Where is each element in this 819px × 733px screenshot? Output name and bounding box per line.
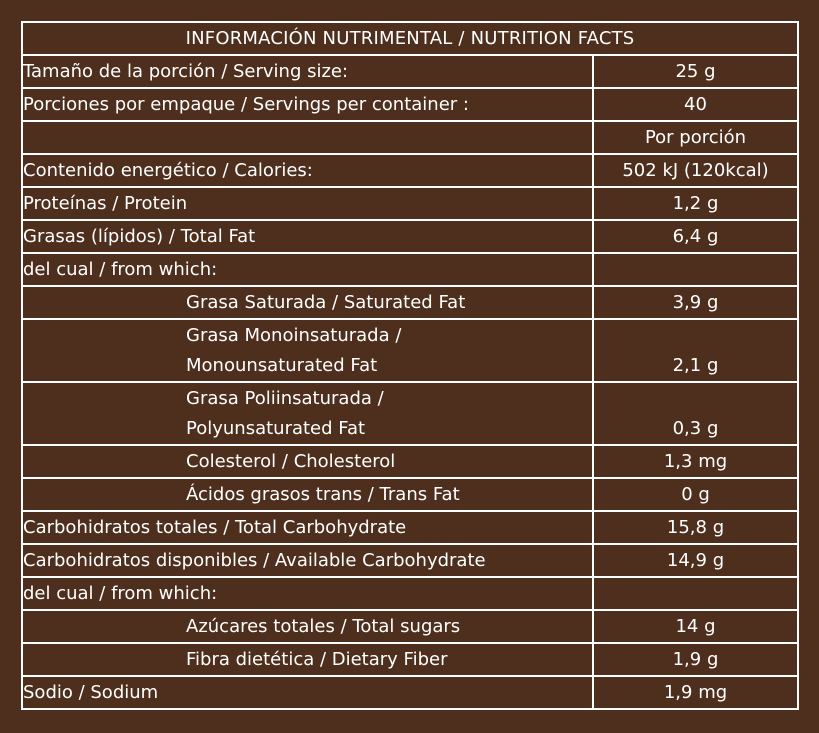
nutrient-label-saturated-fat: Grasa Saturada / Saturated Fat <box>21 285 594 320</box>
serving-size-row: Tamaño de la porción / Serving size: 25 … <box>21 54 800 89</box>
nutrient-label-polyunsaturated-fat: Grasa Poliinsaturada / Polyunsaturated F… <box>21 381 594 446</box>
table-row: Ácidos grasos trans / Trans Fat 0 g <box>21 477 800 512</box>
nutrient-label-calories: Contenido energético / Calories: <box>21 153 594 188</box>
title-row: INFORMACIÓN NUTRIMENTAL / NUTRITION FACT… <box>20 21 800 56</box>
per-portion-header-row: Por porción <box>21 120 800 155</box>
nutrient-value-carb-from-which <box>591 576 800 611</box>
table-row: Grasa Saturada / Saturated Fat 3,9 g <box>21 285 800 320</box>
nutrient-label-sodium: Sodio / Sodium <box>21 675 594 710</box>
per-portion-header-blank <box>21 120 594 155</box>
serving-size-value: 25 g <box>591 54 800 89</box>
table-row: Colesterol / Cholesterol 1,3 mg <box>21 444 800 479</box>
nutrient-value-total-sugars: 14 g <box>591 609 800 644</box>
nutrient-value-cholesterol: 1,3 mg <box>591 444 800 479</box>
servings-per-container-row: Porciones por empaque / Servings per con… <box>21 87 800 122</box>
table-row: Fibra dietética / Dietary Fiber 1,9 g <box>21 642 800 677</box>
nutrient-value-calories: 502 kJ (120kcal) <box>591 153 800 188</box>
table-row: Azúcares totales / Total sugars 14 g <box>21 609 800 644</box>
nutrient-value-total-carbohydrate: 15,8 g <box>591 510 800 545</box>
table-row: Carbohidratos totales / Total Carbohydra… <box>21 510 800 545</box>
nutrition-facts-table: INFORMACIÓN NUTRIMENTAL / NUTRITION FACT… <box>20 21 800 710</box>
nutrient-label-dietary-fiber: Fibra dietética / Dietary Fiber <box>21 642 594 677</box>
table-row: Contenido energético / Calories: 502 kJ … <box>21 153 800 188</box>
table-row: Grasas (lípidos) / Total Fat 6,4 g <box>21 219 800 254</box>
nutrient-value-saturated-fat: 3,9 g <box>591 285 800 320</box>
nutrient-value-total-fat: 6,4 g <box>591 219 800 254</box>
nutrient-value-available-carbohydrate: 14,9 g <box>591 543 800 578</box>
nutrient-value-fat-from-which <box>591 252 800 287</box>
nutrient-label-line: Grasa Poliinsaturada / <box>186 388 384 409</box>
nutrient-label-protein: Proteínas / Protein <box>21 186 594 221</box>
nutrient-label-line: Monounsaturated Fat <box>186 355 378 376</box>
servings-per-container-value: 40 <box>591 87 800 122</box>
table-row: Proteínas / Protein 1,2 g <box>21 186 800 221</box>
nutrient-value-polyunsaturated-fat: 0,3 g <box>591 381 800 446</box>
serving-size-label: Tamaño de la porción / Serving size: <box>21 54 594 89</box>
table-row: Carbohidratos disponibles / Available Ca… <box>21 543 800 578</box>
nutrient-value-protein: 1,2 g <box>591 186 800 221</box>
nutrient-label-total-fat: Grasas (lípidos) / Total Fat <box>21 219 594 254</box>
nutrient-value-trans-fat: 0 g <box>591 477 800 512</box>
per-portion-header: Por porción <box>591 120 800 155</box>
nutrient-value-dietary-fiber: 1,9 g <box>591 642 800 677</box>
nutrient-label-total-sugars: Azúcares totales / Total sugars <box>21 609 594 644</box>
table-title: INFORMACIÓN NUTRIMENTAL / NUTRITION FACT… <box>20 21 800 56</box>
nutrient-label-line: Polyunsaturated Fat <box>186 418 366 439</box>
nutrient-label-trans-fat: Ácidos grasos trans / Trans Fat <box>21 477 594 512</box>
nutrient-value-monounsaturated-fat: 2,1 g <box>591 318 800 383</box>
servings-per-container-label: Porciones por empaque / Servings per con… <box>21 87 594 122</box>
nutrient-label-available-carbohydrate: Carbohidratos disponibles / Available Ca… <box>21 543 594 578</box>
nutrient-label-monounsaturated-fat: Grasa Monoinsaturada / Monounsaturated F… <box>21 318 594 383</box>
table-row: del cual / from which: <box>21 576 800 611</box>
table-row: del cual / from which: <box>21 252 800 287</box>
table-row: Sodio / Sodium 1,9 mg <box>21 675 800 710</box>
nutrient-label-fat-from-which: del cual / from which: <box>21 252 594 287</box>
table-row: Grasa Monoinsaturada / Monounsaturated F… <box>21 318 800 383</box>
nutrient-value-sodium: 1,9 mg <box>591 675 800 710</box>
nutrient-label-total-carbohydrate: Carbohidratos totales / Total Carbohydra… <box>21 510 594 545</box>
nutrient-label-line: Grasa Monoinsaturada / <box>186 325 402 346</box>
nutrient-label-cholesterol: Colesterol / Cholesterol <box>21 444 594 479</box>
nutrient-label-carb-from-which: del cual / from which: <box>21 576 594 611</box>
table-row: Grasa Poliinsaturada / Polyunsaturated F… <box>21 381 800 446</box>
